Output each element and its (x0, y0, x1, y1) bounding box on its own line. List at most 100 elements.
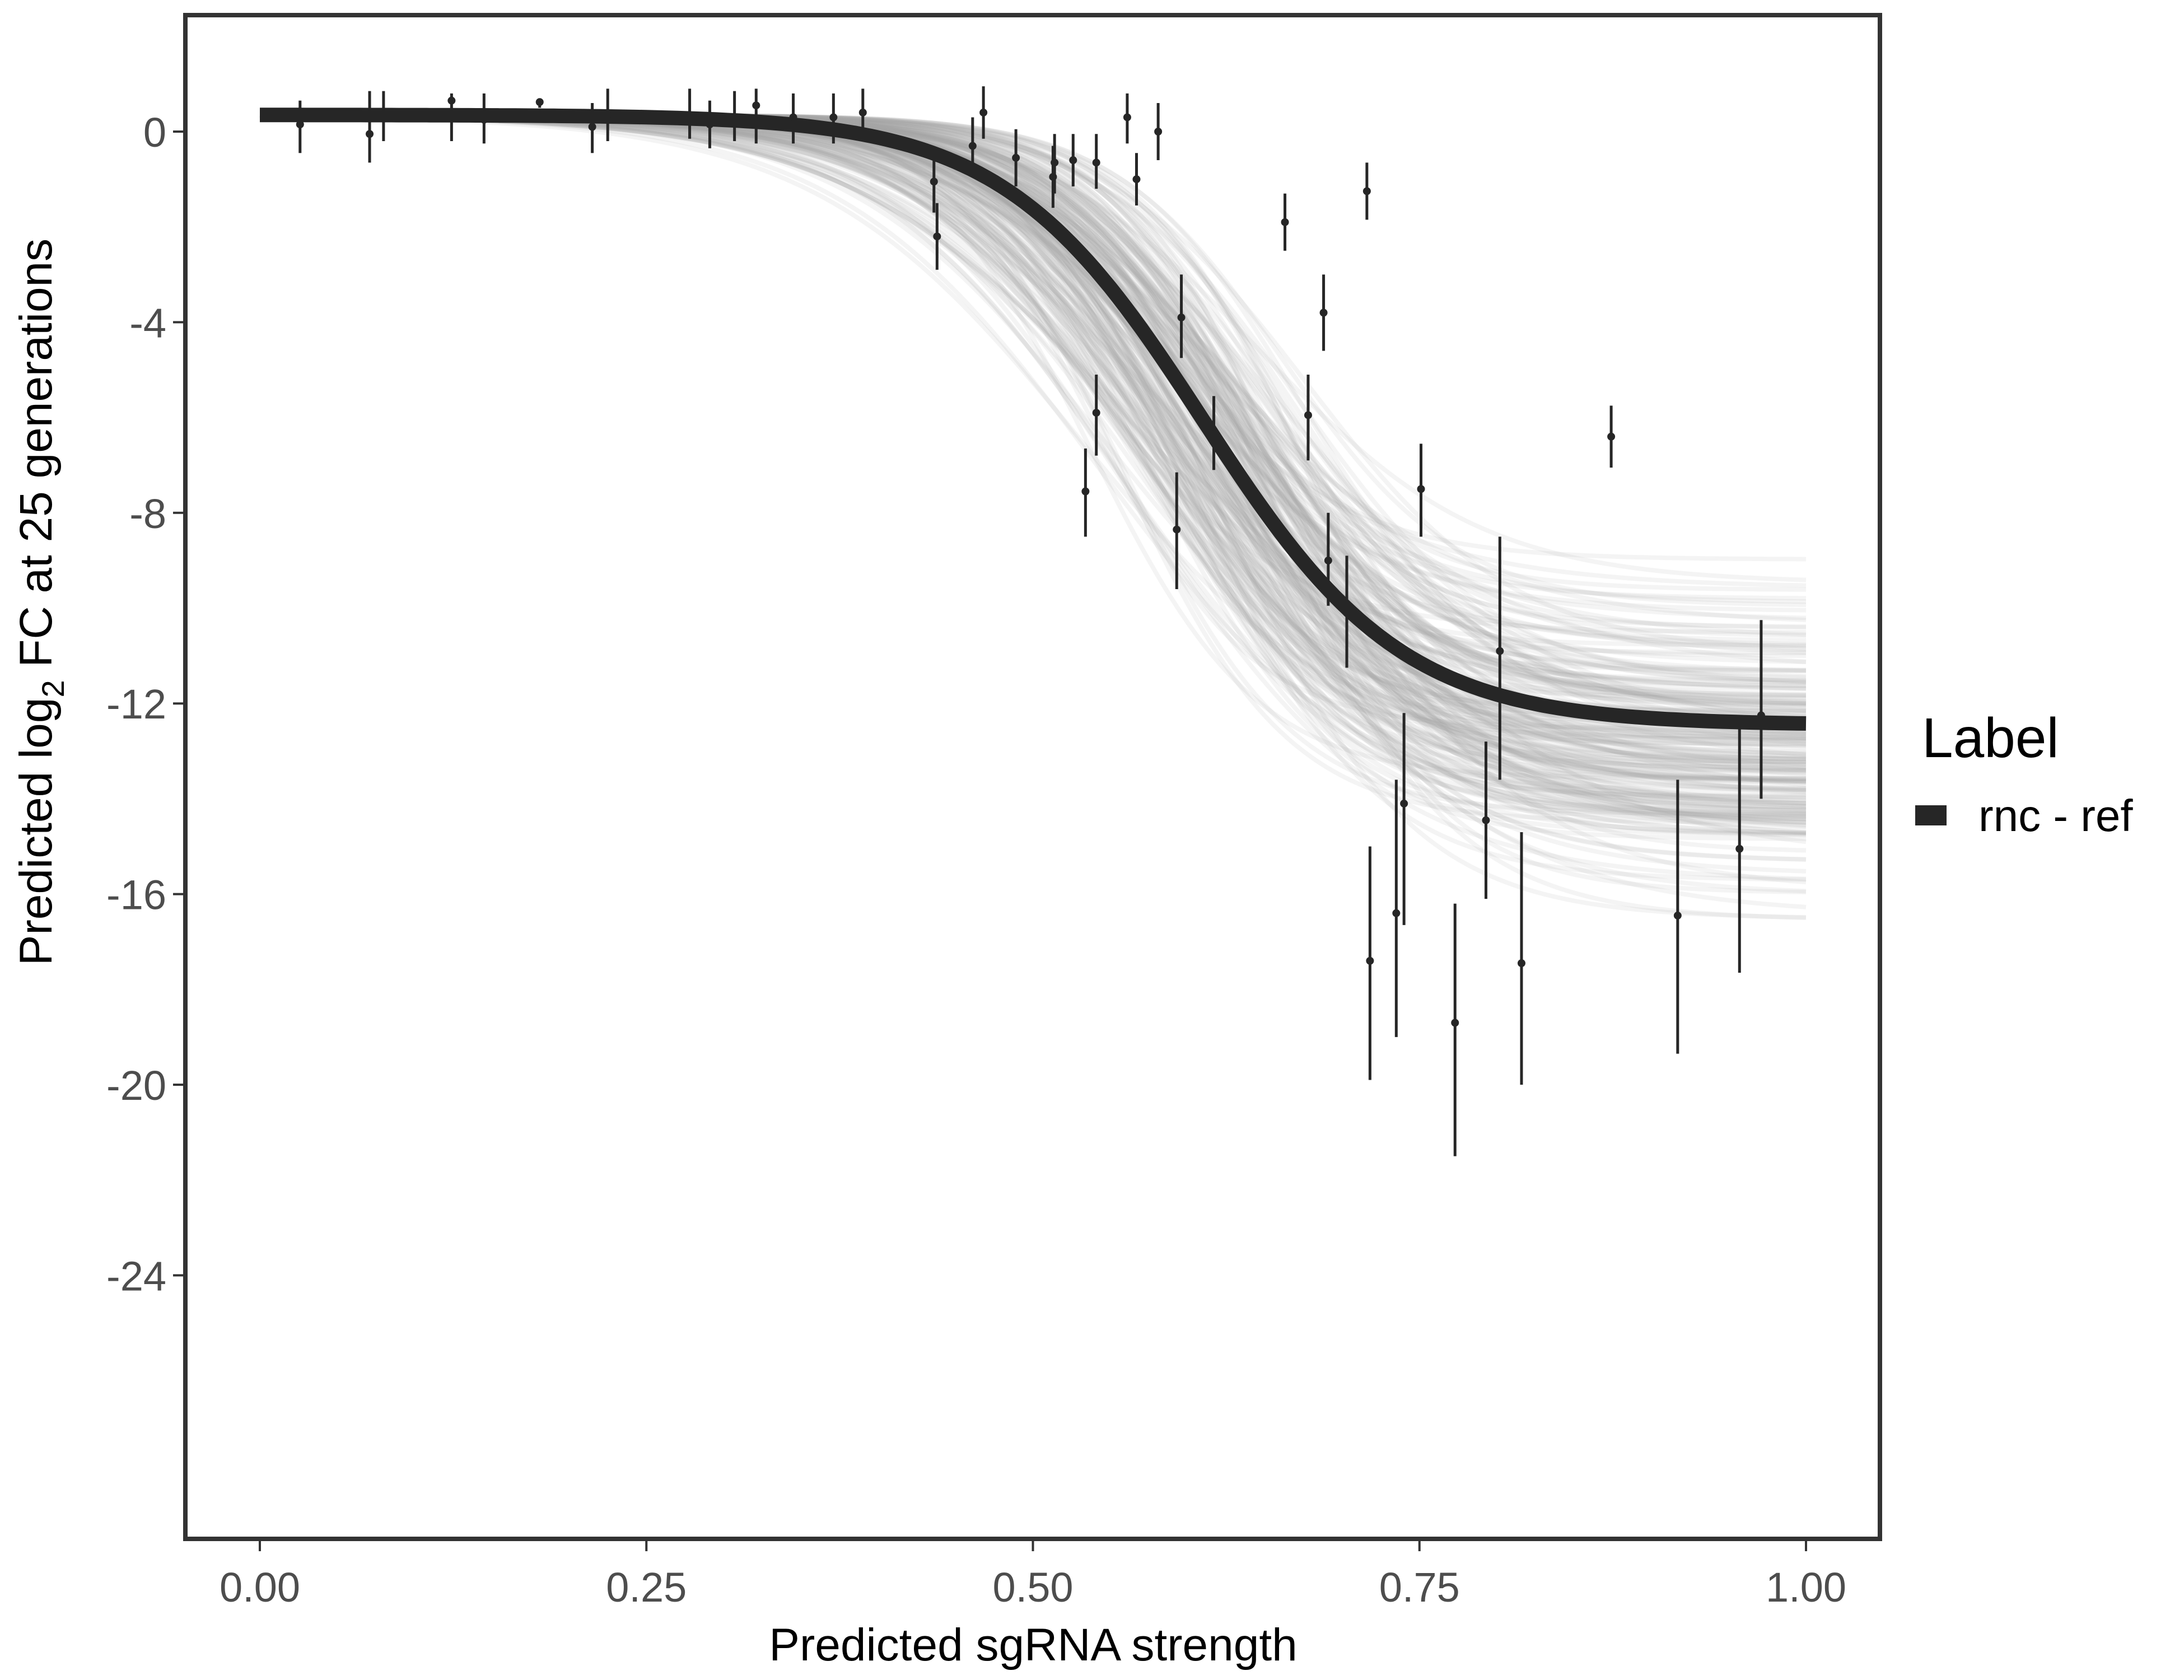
y-axis-title: Predicted log2 FC at 25 generations (11, 239, 71, 965)
data-point-group (730, 91, 739, 142)
fit-curve-group (260, 108, 1807, 731)
data-point-group (930, 151, 938, 213)
data-point (752, 101, 760, 110)
data-point-group (1069, 134, 1077, 186)
data-point-group (296, 100, 304, 153)
data-point (1451, 1019, 1459, 1027)
data-point-group (1324, 512, 1332, 606)
data-point-group (706, 100, 714, 148)
data-point (1342, 609, 1351, 617)
x-tick-label: 1.00 (1766, 1564, 1846, 1611)
x-axis: 0.00 0.25 0.50 0.75 1.00 (220, 1541, 1846, 1611)
data-point-group (1517, 832, 1525, 1085)
y-tick-label: -8 (129, 491, 166, 537)
data-point (858, 108, 867, 116)
posterior-draw-line (259, 114, 1807, 813)
data-point-group (1177, 274, 1186, 358)
data-point-group (1392, 780, 1401, 1037)
data-point-group (447, 93, 456, 142)
data-point (1173, 525, 1181, 534)
data-point-group (933, 203, 941, 270)
data-point-group (1081, 448, 1090, 537)
data-point (1400, 799, 1408, 808)
y-tick-label: -20 (106, 1062, 166, 1109)
y-axis-title-post: FC at 25 generations (11, 239, 62, 680)
data-point (1051, 158, 1059, 167)
data-point (933, 232, 941, 241)
data-point (379, 113, 388, 122)
data-point-group (829, 93, 838, 144)
x-tick-label: 0.75 (1379, 1564, 1460, 1611)
data-point (1081, 487, 1090, 496)
data-point-group (1342, 556, 1351, 668)
data-point (1319, 309, 1328, 317)
data-point (1517, 959, 1525, 967)
data-point (1281, 218, 1289, 226)
data-point-group (752, 88, 760, 144)
data-point (968, 142, 977, 150)
data-point (979, 108, 988, 116)
data-point (1366, 956, 1374, 965)
data-point (1362, 187, 1371, 195)
data-points (296, 86, 1765, 1156)
data-point (1069, 156, 1077, 165)
legend: Label rnc - ref (1915, 707, 2133, 841)
data-point (1012, 153, 1020, 162)
data-point-group (1757, 620, 1765, 799)
data-point-group (1496, 536, 1504, 780)
data-point-group (789, 93, 797, 144)
data-point (296, 120, 304, 129)
y-tick-label: 0 (143, 109, 166, 156)
data-point (1123, 113, 1131, 122)
data-point (1673, 911, 1682, 920)
data-point (1324, 556, 1332, 564)
data-point-group (1281, 193, 1289, 251)
data-point (366, 130, 374, 138)
x-tick-label: 0.50 (992, 1564, 1073, 1611)
legend-key-rnc-ref (1915, 805, 1947, 825)
data-point (1210, 430, 1218, 438)
legend-title: Label (1922, 707, 2059, 769)
data-point-group (685, 88, 694, 139)
data-point (1496, 647, 1504, 655)
posterior-draw-line (259, 114, 1807, 766)
data-point (480, 115, 488, 124)
data-point-group (1173, 472, 1181, 589)
data-point (588, 123, 596, 131)
data-point-group (1673, 780, 1682, 1054)
data-point (1607, 432, 1616, 441)
plot-panel-border (183, 13, 1882, 1541)
data-point (730, 113, 739, 122)
data-point-group (1304, 375, 1312, 461)
data-point-group (588, 102, 596, 153)
legend-label: rnc - ref (1978, 791, 2133, 841)
data-point (685, 111, 694, 119)
data-point-group (366, 91, 374, 163)
data-point-group (1366, 846, 1374, 1080)
y-axis-title-pre: Predicted log (11, 698, 62, 966)
data-point-group (480, 93, 488, 144)
y-axis: 0 -4 -8 -12 -16 -20 -24 (106, 109, 183, 1299)
data-point (1092, 158, 1100, 167)
data-point-group (858, 88, 867, 139)
data-point (706, 120, 714, 129)
data-point-group (1362, 162, 1371, 220)
data-point-group (1012, 129, 1020, 186)
data-point (535, 98, 544, 106)
data-point-group (1092, 134, 1100, 189)
data-point (930, 178, 938, 186)
data-point-group (1735, 722, 1744, 973)
data-point (1392, 909, 1401, 917)
data-point (1132, 175, 1141, 184)
x-axis-title: Predicted sgRNA strength (769, 1620, 1297, 1670)
data-point (1757, 711, 1765, 720)
data-point (1417, 485, 1425, 493)
x-tick-label: 0.25 (606, 1564, 687, 1611)
data-point (1154, 128, 1163, 136)
data-point-group (1154, 102, 1163, 161)
data-point-group (1210, 396, 1218, 470)
data-point (604, 111, 612, 119)
data-point (789, 113, 797, 122)
data-point-group (1417, 444, 1425, 537)
